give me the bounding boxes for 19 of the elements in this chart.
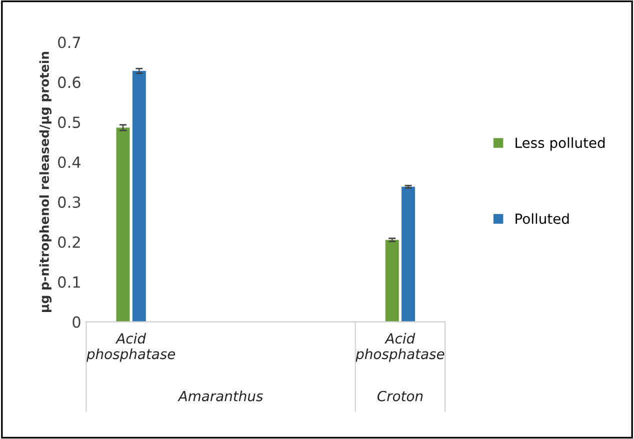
- y-tick-label: 0.5: [58, 116, 80, 128]
- text: Croton: [377, 390, 423, 402]
- y-tick-label: 0: [72, 316, 80, 328]
- bar: [385, 240, 399, 322]
- y-tick-label: 0.6: [58, 76, 80, 88]
- x-tick-label: Acid phosphatase: [86, 332, 176, 362]
- text: Amaranthus: [178, 390, 263, 402]
- y-tick-label: 0.2: [58, 236, 80, 248]
- legend-label: Less polluted: [516, 137, 605, 151]
- y-axis-title: µg p-nitrophenol released/µg protein: [39, 52, 52, 312]
- y-tick-label: 0.7: [58, 36, 80, 48]
- bar: [116, 128, 130, 322]
- bar: [402, 186, 416, 322]
- y-tick-label: 0.1: [58, 276, 80, 288]
- y-tick-label: 0.4: [58, 156, 81, 168]
- bar: [132, 70, 146, 322]
- legend-label: Polluted: [516, 213, 569, 224]
- y-tick-label: 0.3: [58, 196, 80, 208]
- x-tick-label: Acid phosphatase: [356, 332, 444, 362]
